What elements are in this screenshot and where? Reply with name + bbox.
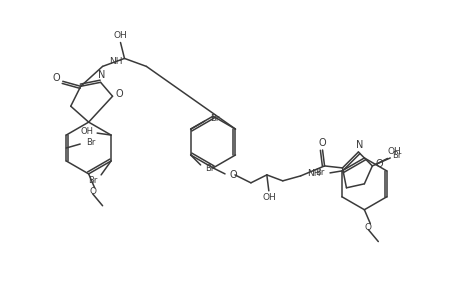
Text: OH: OH [263, 193, 276, 202]
Text: Br: Br [210, 114, 219, 123]
Text: N: N [355, 140, 362, 150]
Text: OH: OH [80, 127, 93, 136]
Text: Br: Br [314, 168, 323, 177]
Text: NH: NH [306, 169, 319, 178]
Text: O: O [89, 187, 96, 196]
Text: O: O [375, 159, 382, 169]
Text: OH: OH [113, 31, 127, 40]
Text: O: O [116, 89, 123, 99]
Text: NH: NH [109, 57, 123, 66]
Text: O: O [53, 73, 61, 83]
Text: N: N [98, 70, 105, 80]
Text: Br: Br [88, 176, 97, 185]
Text: Br: Br [205, 164, 214, 173]
Text: Br: Br [392, 151, 401, 160]
Text: O: O [364, 223, 371, 232]
Text: O: O [318, 138, 326, 148]
Text: Br: Br [86, 137, 95, 146]
Text: OH: OH [386, 148, 400, 157]
Text: O: O [230, 170, 237, 180]
